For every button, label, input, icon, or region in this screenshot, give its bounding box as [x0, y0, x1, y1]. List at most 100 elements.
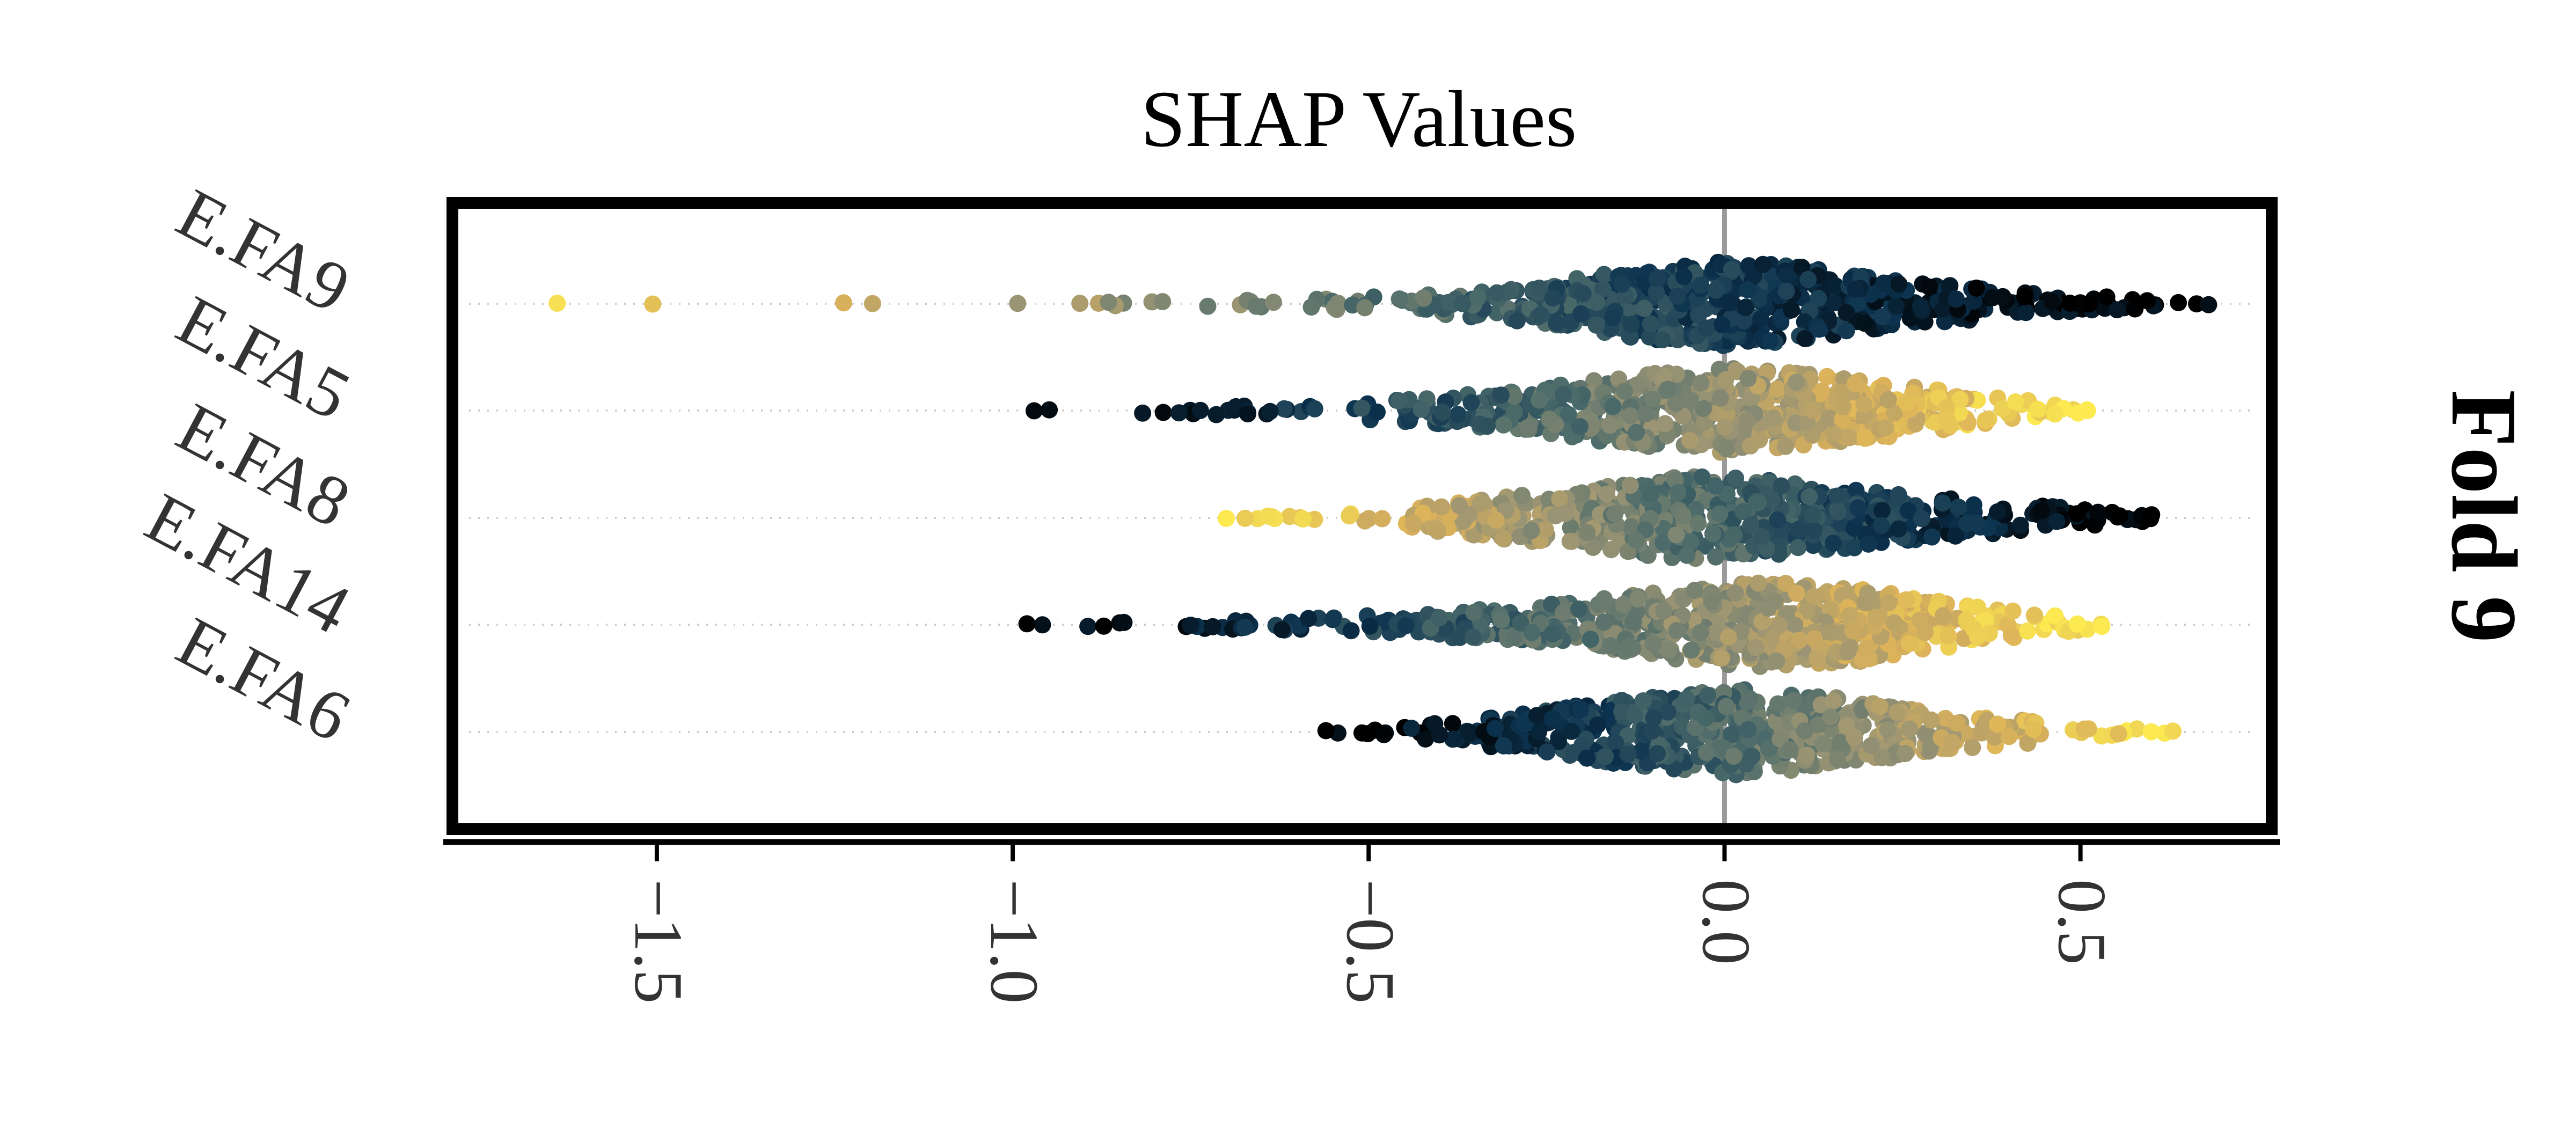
- shap-point: [1397, 617, 1415, 634]
- shap-point: [1825, 294, 1843, 312]
- shap-point: [2004, 602, 2022, 620]
- shap-point: [1798, 414, 1816, 431]
- shap-point: [1752, 310, 1769, 328]
- shap-point: [2200, 296, 2218, 313]
- shap-point: [1760, 599, 1777, 617]
- shap-point: [1449, 406, 1467, 423]
- shap-point: [1426, 715, 1444, 733]
- shap-point: [2143, 506, 2161, 524]
- shap-point: [1964, 738, 1981, 756]
- shap-point: [1692, 374, 1710, 392]
- shap-point: [1922, 711, 1940, 729]
- shap-point: [1739, 721, 1757, 738]
- shap-point: [1079, 618, 1097, 635]
- shap-point: [1444, 715, 1461, 733]
- shap-point: [1880, 594, 1898, 612]
- shap-point: [1543, 625, 1561, 642]
- shap-point: [1681, 431, 1699, 449]
- shap-point: [2002, 626, 2020, 644]
- shap-point: [1619, 745, 1637, 763]
- shap-point: [1814, 735, 1832, 752]
- shap-point: [2019, 735, 2037, 752]
- shap-point: [1805, 588, 1823, 605]
- shap-point: [1911, 612, 1929, 630]
- shap-point: [1682, 533, 1700, 551]
- shap-point: [1302, 298, 1320, 316]
- shap-point: [1934, 494, 1951, 512]
- shap-point: [1562, 519, 1579, 537]
- shap-point: [2079, 402, 2096, 420]
- shap-point: [1825, 692, 1842, 710]
- shap-point: [1512, 614, 1529, 632]
- shap-point: [1487, 720, 1504, 737]
- shap-point: [1856, 594, 1874, 611]
- shap-point: [1403, 720, 1421, 737]
- shap-point: [1265, 294, 1282, 311]
- shap-point: [1943, 734, 1961, 751]
- shap-point: [1801, 488, 1818, 506]
- shap-point: [1431, 609, 1448, 626]
- shap-point: [2017, 304, 2035, 321]
- shap-point: [2000, 728, 2018, 745]
- shap-point: [1465, 604, 1483, 621]
- shap-point: [1747, 639, 1765, 656]
- shap-point: [2032, 502, 2050, 519]
- shap-point: [1827, 277, 1845, 295]
- feature-row-points: [548, 253, 2218, 354]
- feature-row-points: [1018, 574, 2111, 675]
- chart-title: SHAP Values: [1141, 75, 1577, 164]
- shap-point: [1508, 312, 1526, 330]
- shap-point: [1460, 723, 1477, 741]
- shap-point: [1648, 270, 1666, 287]
- shap-point: [1879, 391, 1897, 408]
- shap-point: [1713, 316, 1731, 333]
- shap-point: [1433, 498, 1450, 516]
- shap-point: [1601, 416, 1619, 434]
- shap-point: [1574, 736, 1591, 754]
- shap-points: [548, 253, 2218, 784]
- shap-point: [1622, 518, 1640, 536]
- shap-point: [1641, 328, 1658, 346]
- shap-point: [1041, 401, 1058, 419]
- shap-point: [1898, 394, 1915, 412]
- shap-point: [1637, 405, 1655, 422]
- shap-point: [1977, 412, 1994, 429]
- shap-point: [1968, 514, 1985, 532]
- shap-point: [1838, 304, 1855, 321]
- shap-point: [1722, 726, 1740, 743]
- shap-point: [1578, 749, 1596, 767]
- shap-point: [1531, 279, 1548, 297]
- shap-point: [1682, 392, 1700, 409]
- shap-point: [1707, 548, 1724, 566]
- shap-point: [1777, 437, 1794, 455]
- shap-point: [2089, 503, 2107, 521]
- shap-point: [1965, 292, 1982, 310]
- shap-point: [1697, 319, 1715, 337]
- shap-point: [863, 295, 881, 312]
- shap-point: [1948, 714, 1966, 732]
- shap-point: [1723, 261, 1740, 279]
- shap-point: [2142, 723, 2160, 741]
- shap-point: [1889, 704, 1906, 721]
- shap-point: [1790, 521, 1807, 538]
- shap-point: [1846, 539, 1863, 557]
- shap-point: [1725, 748, 1743, 765]
- shap-point: [1622, 316, 1640, 333]
- shap-point: [1719, 628, 1737, 646]
- shap-point: [1739, 370, 1757, 387]
- shap-point: [1659, 380, 1677, 398]
- shap-point: [1604, 398, 1622, 415]
- shap-point: [1551, 490, 1569, 508]
- shap-point: [1716, 419, 1734, 436]
- shap-point: [1644, 635, 1662, 653]
- shap-point: [1750, 574, 1767, 592]
- shap-point: [1967, 279, 1985, 297]
- shap-point: [1532, 306, 1550, 324]
- shap-point: [1495, 416, 1512, 434]
- shap-point: [1788, 584, 1805, 602]
- shap-point: [1415, 289, 1432, 307]
- x-axis-ticks: −1.5 −1.0 −0.5 0.0 0.5: [620, 844, 2120, 1004]
- shap-point: [2108, 301, 2126, 319]
- shap-point: [1860, 535, 1877, 553]
- shap-point: [1454, 295, 1472, 312]
